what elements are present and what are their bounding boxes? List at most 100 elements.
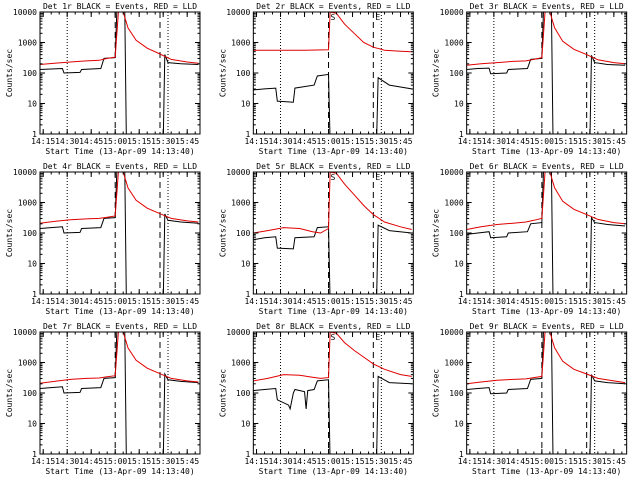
x-tick-label: 14:15 (244, 137, 268, 146)
x-tick-label: 15:45 (175, 137, 199, 146)
x-tick-label: 14:15 (458, 457, 482, 466)
y-tick-label: 100 (23, 229, 38, 238)
x-tick-label: 15:15 (127, 457, 151, 466)
x-tick-label: 15:45 (388, 457, 412, 466)
x-tick-label: 14:15 (244, 457, 268, 466)
chart-panel: Det 2r BLACK = Events, RED = LLD S E 1 10 100… (218, 2, 414, 156)
x-tick-label: 15:30 (151, 297, 175, 306)
lld-series-line (466, 172, 626, 230)
end-marker-label: E (375, 333, 380, 342)
x-axis-title: Start Time (13-Apr-09 14:13:40) (45, 467, 194, 476)
x-axis-title: Start Time (13-Apr-09 14:13:40) (45, 147, 194, 156)
y-tick-label: 1 (246, 450, 251, 459)
chart-title: Det 1r BLACK = Events, RED = LLD (43, 2, 197, 11)
x-tick-label: 15:30 (151, 137, 175, 146)
y-tick-label: 1 (246, 130, 251, 139)
events-series-line (253, 224, 412, 294)
series-group (40, 172, 199, 294)
x-tick-label: 15:15 (340, 457, 364, 466)
x-tick-label: 15:15 (127, 137, 151, 146)
x-tick-label: 14:30 (55, 297, 79, 306)
x-axis-title: Start Time (13-Apr-09 14:13:40) (472, 147, 621, 156)
x-tick-label: 14:30 (268, 457, 292, 466)
y-axis-title: Counts/sec (432, 209, 441, 257)
series-group (466, 12, 626, 134)
x-tick-label: 15:30 (364, 297, 388, 306)
x-tick-label: 15:15 (340, 137, 364, 146)
y-tick-label: 10000 (226, 328, 250, 337)
chart-title: Det 6r BLACK = Events, RED = LLD (470, 162, 624, 171)
y-axis-title: Counts/sec (5, 209, 14, 257)
chart-title: Det 2r BLACK = Events, RED = LLD (256, 2, 410, 11)
y-axis-title: Counts/sec (218, 49, 227, 97)
chart-panel: Det 6r BLACK = Events, RED = LLD 1 10 100 10… (432, 162, 628, 316)
x-tick-label: 15:15 (554, 297, 578, 306)
y-tick-label: 10 (454, 260, 464, 269)
x-tick-label: 15:15 (340, 297, 364, 306)
x-tick-label: 15:00 (530, 137, 554, 146)
y-axis-title: Counts/sec (432, 369, 441, 417)
y-tick-label: 10 (454, 100, 464, 109)
y-tick-label: 100 (23, 389, 38, 398)
x-tick-label: 14:45 (292, 137, 316, 146)
x-tick-label: 15:30 (578, 297, 602, 306)
x-tick-label: 15:45 (388, 297, 412, 306)
events-series-line (466, 172, 626, 294)
y-tick-label: 1 (246, 290, 251, 299)
chart-panel: Det 8r BLACK = Events, RED = LLD S E 1 10 100… (218, 322, 414, 476)
y-tick-label: 100 (449, 389, 464, 398)
x-tick-label: 14:45 (292, 457, 316, 466)
y-axis-title: Counts/sec (5, 369, 14, 417)
y-tick-label: 10 (241, 420, 251, 429)
start-marker-label: S (331, 13, 336, 22)
x-tick-label: 15:00 (530, 297, 554, 306)
events-series-line (40, 12, 199, 134)
y-tick-label: 10000 (440, 8, 464, 17)
chart-title: Det 3r BLACK = Events, RED = LLD (470, 2, 624, 11)
y-tick-label: 1000 (444, 39, 463, 48)
x-tick-label: 15:15 (127, 297, 151, 306)
plot-frame (466, 171, 628, 295)
x-tick-label: 15:45 (388, 137, 412, 146)
lld-series-line (40, 172, 199, 224)
x-tick-label: 14:30 (268, 137, 292, 146)
x-tick-label: 14:45 (292, 297, 316, 306)
x-tick-label: 14:15 (31, 297, 55, 306)
series-group (466, 332, 626, 454)
x-axis-title: Start Time (13-Apr-09 14:13:40) (45, 307, 194, 316)
series-group (253, 12, 412, 134)
y-tick-label: 10000 (226, 168, 250, 177)
x-tick-label: 15:00 (316, 457, 340, 466)
series-group (253, 172, 412, 294)
events-series-line (253, 73, 412, 134)
x-tick-label: 14:30 (55, 137, 79, 146)
y-tick-label: 1 (32, 130, 37, 139)
x-axis-title: Start Time (13-Apr-09 14:13:40) (259, 467, 408, 476)
chart-panel: Det 4r BLACK = Events, RED = LLD 1 10 100 10… (5, 162, 201, 316)
y-tick-label: 1 (32, 450, 37, 459)
y-tick-label: 10000 (440, 168, 464, 177)
chart-title: Det 4r BLACK = Events, RED = LLD (43, 162, 197, 171)
events-series-line (466, 332, 626, 454)
x-tick-label: 15:00 (316, 297, 340, 306)
lld-series-line (466, 332, 626, 385)
x-tick-label: 15:15 (554, 137, 578, 146)
x-tick-label: 14:15 (458, 297, 482, 306)
y-tick-label: 10 (241, 100, 251, 109)
y-tick-label: 10000 (13, 8, 37, 17)
y-tick-label: 1 (459, 130, 464, 139)
lld-series-line (40, 12, 199, 65)
chart-panel: Det 1r BLACK = Events, RED = LLD 1 10 100 10… (5, 2, 201, 156)
lld-series-line (466, 12, 626, 66)
y-tick-label: 1 (459, 450, 464, 459)
y-tick-label: 10 (27, 100, 37, 109)
y-tick-label: 1000 (18, 359, 37, 368)
x-axis-title: Start Time (13-Apr-09 14:13:40) (472, 307, 621, 316)
y-tick-label: 1000 (18, 39, 37, 48)
end-marker-label: E (375, 173, 380, 182)
y-tick-label: 10 (27, 420, 37, 429)
lld-series-line (253, 172, 412, 234)
y-axis-title: Counts/sec (5, 49, 14, 97)
events-series-line (40, 332, 199, 454)
y-tick-label: 100 (236, 389, 251, 398)
